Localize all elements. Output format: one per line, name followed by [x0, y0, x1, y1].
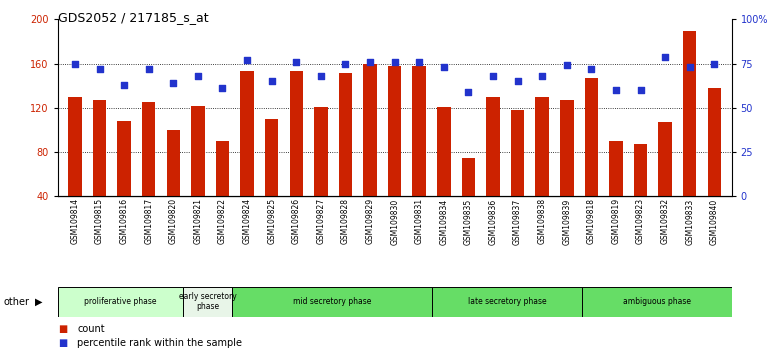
Point: [511, 79, 524, 84]
Point: [413, 59, 425, 65]
Bar: [462, 158, 475, 196]
Text: GSM109823: GSM109823: [636, 198, 645, 244]
Text: ■: ■: [58, 324, 67, 334]
Point: [610, 87, 622, 93]
Bar: [233, 287, 432, 317]
Bar: [142, 102, 156, 196]
Bar: [560, 100, 574, 196]
Text: GSM109820: GSM109820: [169, 198, 178, 244]
Text: ambiguous phase: ambiguous phase: [623, 297, 691, 306]
Text: GSM109830: GSM109830: [390, 198, 399, 245]
Text: GSM109817: GSM109817: [144, 198, 153, 244]
Point: [659, 54, 671, 59]
Bar: [191, 106, 205, 196]
Text: GSM109831: GSM109831: [415, 198, 424, 244]
Text: GSM109837: GSM109837: [513, 198, 522, 245]
Text: GSM109832: GSM109832: [661, 198, 670, 244]
Point: [585, 66, 598, 72]
Text: GSM109816: GSM109816: [119, 198, 129, 244]
Text: GSM109839: GSM109839: [562, 198, 571, 245]
Text: GSM109828: GSM109828: [341, 198, 350, 244]
Text: ■: ■: [58, 338, 67, 348]
Bar: [182, 287, 233, 317]
Point: [192, 73, 204, 79]
Text: GSM109835: GSM109835: [464, 198, 473, 245]
Text: GSM109824: GSM109824: [243, 198, 252, 244]
Bar: [69, 97, 82, 196]
Text: GDS2052 / 217185_s_at: GDS2052 / 217185_s_at: [58, 11, 209, 24]
Point: [142, 66, 155, 72]
Bar: [388, 66, 401, 196]
Point: [216, 86, 229, 91]
Point: [167, 80, 179, 86]
Bar: [265, 119, 279, 196]
Point: [487, 73, 499, 79]
Bar: [486, 97, 500, 196]
Text: percentile rank within the sample: percentile rank within the sample: [77, 338, 242, 348]
Point: [462, 89, 474, 95]
Point: [708, 61, 721, 67]
Point: [340, 61, 352, 67]
Bar: [658, 122, 672, 196]
Text: GSM109834: GSM109834: [440, 198, 448, 245]
Text: GSM109822: GSM109822: [218, 198, 227, 244]
Text: early secretory
phase: early secretory phase: [179, 292, 236, 312]
Text: GSM109825: GSM109825: [267, 198, 276, 244]
Point: [93, 66, 105, 72]
Bar: [166, 130, 180, 196]
Text: count: count: [77, 324, 105, 334]
Text: GSM109840: GSM109840: [710, 198, 718, 245]
Bar: [634, 144, 648, 196]
Text: GSM109826: GSM109826: [292, 198, 301, 244]
Text: GSM109833: GSM109833: [685, 198, 695, 245]
Bar: [339, 73, 352, 196]
Text: mid secretory phase: mid secretory phase: [293, 297, 371, 306]
Bar: [93, 100, 106, 196]
Point: [364, 59, 377, 65]
Bar: [363, 64, 377, 196]
Bar: [609, 141, 623, 196]
Text: GSM109838: GSM109838: [537, 198, 547, 244]
Point: [684, 64, 696, 70]
Point: [241, 57, 253, 63]
Bar: [240, 72, 254, 196]
Bar: [708, 88, 721, 196]
Point: [118, 82, 130, 88]
Bar: [432, 287, 582, 317]
Point: [561, 63, 573, 68]
Text: ▶: ▶: [35, 297, 42, 307]
Text: GSM109836: GSM109836: [488, 198, 497, 245]
Bar: [437, 107, 450, 196]
Point: [266, 79, 278, 84]
Bar: [314, 107, 327, 196]
Bar: [58, 287, 182, 317]
Bar: [683, 30, 696, 196]
Bar: [535, 97, 549, 196]
Text: GSM109827: GSM109827: [316, 198, 326, 244]
Text: GSM109819: GSM109819: [611, 198, 621, 244]
Point: [290, 59, 303, 65]
Bar: [216, 141, 229, 196]
Text: proliferative phase: proliferative phase: [84, 297, 156, 306]
Bar: [582, 287, 732, 317]
Text: late secretory phase: late secretory phase: [467, 297, 546, 306]
Text: GSM109814: GSM109814: [71, 198, 79, 244]
Point: [437, 64, 450, 70]
Text: GSM109815: GSM109815: [95, 198, 104, 244]
Text: GSM109821: GSM109821: [193, 198, 203, 244]
Bar: [290, 72, 303, 196]
Point: [388, 59, 400, 65]
Text: GSM109818: GSM109818: [587, 198, 596, 244]
Point: [536, 73, 548, 79]
Bar: [511, 110, 524, 196]
Point: [315, 73, 327, 79]
Bar: [413, 66, 426, 196]
Bar: [584, 78, 598, 196]
Point: [69, 61, 81, 67]
Bar: [117, 121, 131, 196]
Point: [634, 87, 647, 93]
Text: GSM109829: GSM109829: [366, 198, 374, 244]
Text: other: other: [4, 297, 30, 307]
